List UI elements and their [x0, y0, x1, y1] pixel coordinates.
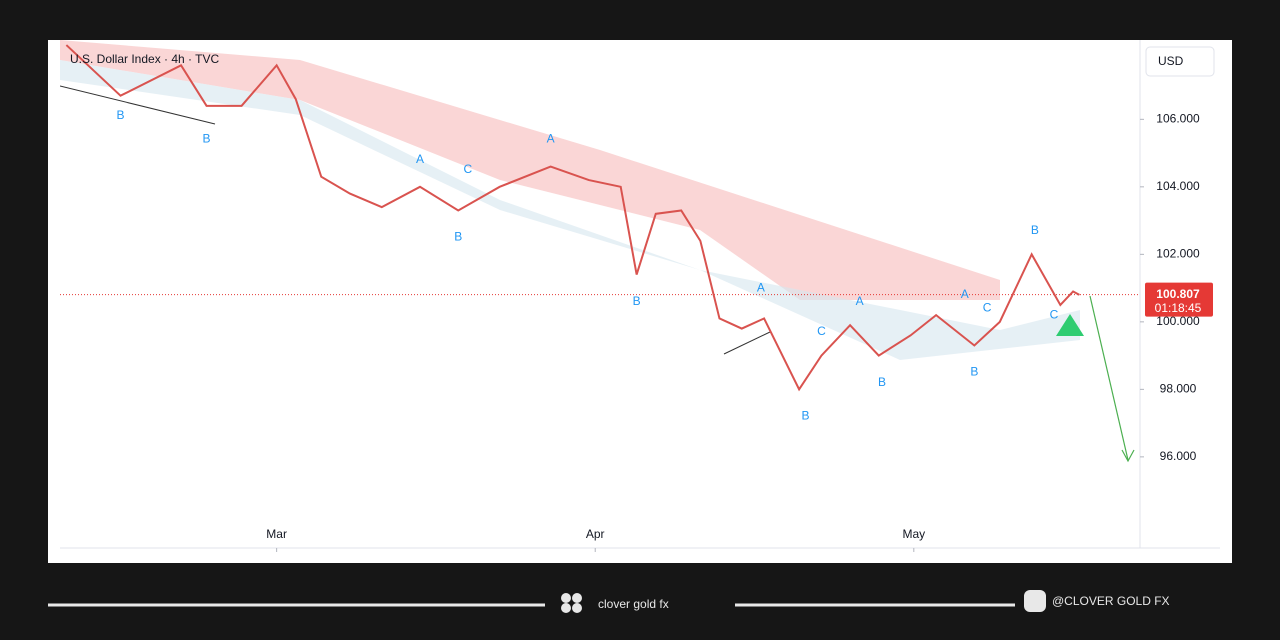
signal-arrow — [1056, 314, 1084, 336]
x-tick-label: May — [902, 527, 925, 541]
social-icon — [1024, 590, 1046, 612]
price-tag — [1145, 282, 1213, 317]
price-line — [65, 44, 1080, 392]
wave-label: B — [878, 375, 886, 389]
cloud — [60, 40, 1000, 300]
wave-label: B — [454, 230, 462, 244]
chart-title: U.S. Dollar Index · 4h · TVC — [70, 52, 219, 66]
countdown-label: 01:18:45 — [1155, 301, 1202, 315]
y-tick-label: 106.000 — [1156, 111, 1200, 125]
y-tick-label: 104.000 — [1156, 179, 1200, 193]
footer-handle: @CLOVER GOLD FX — [1052, 594, 1170, 608]
trend-line — [723, 331, 771, 355]
wave-label: A — [856, 294, 864, 308]
wave-label: A — [757, 280, 765, 294]
panel — [48, 40, 1232, 563]
wave-label: C — [463, 162, 472, 176]
wave-label: C — [983, 301, 992, 315]
currency-button[interactable] — [1145, 46, 1215, 77]
y-tick-label: 98.000 — [1160, 382, 1197, 396]
projection-line — [1089, 295, 1129, 461]
wave-label: A — [416, 152, 424, 166]
footer-brand: clover gold fx — [598, 597, 669, 611]
trend-line — [60, 85, 216, 125]
wave-label: A — [547, 132, 555, 146]
wave-label: B — [970, 365, 978, 379]
x-tick-label: Apr — [586, 527, 605, 541]
wave-label: B — [801, 409, 809, 423]
last-price-label: 100.807 — [1156, 287, 1200, 301]
currency-label[interactable]: USD — [1158, 54, 1184, 68]
wave-label: C — [1050, 307, 1059, 321]
wave-label: B — [203, 132, 211, 146]
wave-label: B — [117, 108, 125, 122]
wave-label: A — [961, 287, 969, 301]
wave-label: B — [633, 294, 641, 308]
wave-label: C — [817, 324, 826, 338]
wave-label: B — [1031, 223, 1039, 237]
brand-icon — [561, 593, 582, 613]
band — [60, 60, 1080, 360]
y-tick-label: 102.000 — [1156, 247, 1200, 261]
x-tick-label: Mar — [266, 527, 287, 541]
projection-head — [1121, 449, 1135, 463]
y-tick-label: 96.000 — [1160, 449, 1197, 463]
y-tick-label: 100.000 — [1156, 314, 1200, 328]
